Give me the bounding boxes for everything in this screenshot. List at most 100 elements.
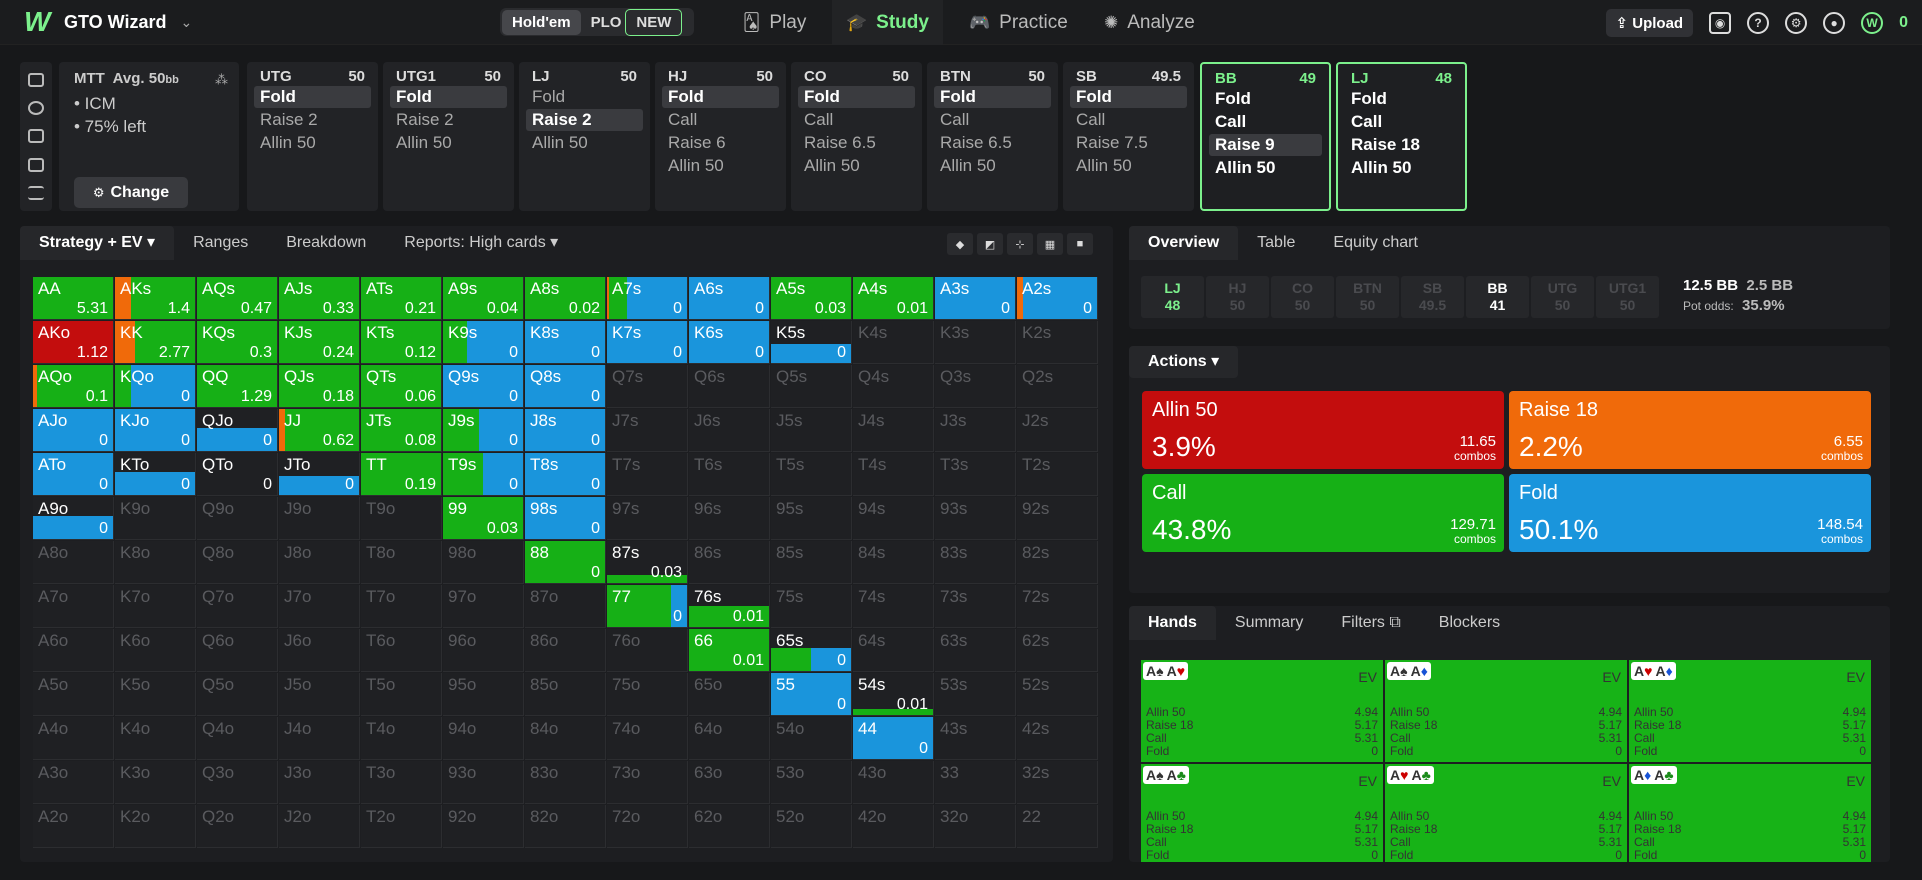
hand-cell[interactable]: 83o bbox=[525, 761, 606, 804]
hand-cell[interactable]: 74s bbox=[853, 585, 934, 628]
position-action[interactable]: Fold bbox=[934, 86, 1051, 108]
tab-reports[interactable]: Reports: High cards ▾ bbox=[385, 226, 577, 260]
hand-cell[interactable]: K6o bbox=[115, 629, 196, 672]
hand-cell[interactable]: K8o bbox=[115, 541, 196, 584]
hand-cell[interactable]: 72s bbox=[1017, 585, 1098, 628]
hand-cell[interactable]: 99 0.03 bbox=[443, 497, 524, 540]
position-action[interactable]: Allin 50 bbox=[1215, 158, 1276, 177]
hand-cell[interactable]: 98o bbox=[443, 541, 524, 584]
hand-cell[interactable]: JTo 0 bbox=[279, 453, 360, 496]
position-utg1-1[interactable]: UTG1 50 Fold Raise 2 Allin 50 bbox=[383, 62, 514, 211]
hand-cell[interactable]: K3s bbox=[935, 321, 1016, 364]
tab-equity-chart[interactable]: Equity chart bbox=[1333, 234, 1418, 251]
position-action[interactable]: Raise 2 bbox=[526, 109, 643, 131]
seat-utg[interactable]: UTG 50 bbox=[1531, 276, 1594, 318]
hand-cell[interactable]: A8o bbox=[33, 541, 114, 584]
hand-cell[interactable]: T8o bbox=[361, 541, 442, 584]
hand-cell[interactable]: 52o bbox=[771, 805, 852, 848]
hand-cell[interactable]: 62o bbox=[689, 805, 770, 848]
plo-toggle[interactable]: PLO NEW bbox=[581, 8, 693, 36]
position-action[interactable]: Fold bbox=[798, 86, 915, 108]
hand-cell[interactable]: 42s bbox=[1017, 717, 1098, 760]
tab-filters[interactable]: Filters ⧉ bbox=[1322, 606, 1419, 640]
nav-play[interactable]: 🂡 Play bbox=[729, 0, 820, 45]
hand-cell[interactable]: KTs 0.12 bbox=[361, 321, 442, 364]
position-action[interactable]: Allin 50 bbox=[396, 133, 452, 152]
hand-cell[interactable]: K9s 0 bbox=[443, 321, 524, 364]
seat-hj[interactable]: HJ 50 bbox=[1206, 276, 1269, 318]
hand-cell[interactable]: 88 0 bbox=[525, 541, 606, 584]
hand-cell[interactable]: AKo 1.12 bbox=[33, 321, 114, 364]
hand-cell[interactable]: A4s 0.01 bbox=[853, 277, 934, 320]
hand-combo-card[interactable]: A♠ A♦ EV Allin 50 4.94 Raise 18 5.17 Call 5.31 Fo… bbox=[1385, 660, 1627, 762]
hand-cell[interactable]: 63o bbox=[689, 761, 770, 804]
hand-cell[interactable]: T7s bbox=[607, 453, 688, 496]
hand-cell[interactable]: K9o bbox=[115, 497, 196, 540]
tab-ranges[interactable]: Ranges bbox=[174, 226, 267, 260]
view-split-icon[interactable]: ◩ bbox=[977, 233, 1003, 255]
action-allin-50[interactable]: Allin 50 3.9% 11.65 combos bbox=[1142, 391, 1504, 469]
hand-cell[interactable]: 95o bbox=[443, 673, 524, 716]
hand-cell[interactable]: J6s bbox=[689, 409, 770, 452]
position-action[interactable]: Call bbox=[1215, 112, 1247, 131]
gto-wizard-logo[interactable]: W bbox=[24, 6, 51, 37]
hand-cell[interactable]: ATo 0 bbox=[33, 453, 114, 496]
hand-cell[interactable]: T2o bbox=[361, 805, 442, 848]
hand-cell[interactable]: 83s bbox=[935, 541, 1016, 584]
hand-cell[interactable]: J9o bbox=[279, 497, 360, 540]
position-action[interactable]: Allin 50 bbox=[260, 133, 316, 152]
chevron-down-icon[interactable]: ⌄ bbox=[180, 13, 193, 30]
hand-cell[interactable]: J7o bbox=[279, 585, 360, 628]
hand-cell[interactable]: T7o bbox=[361, 585, 442, 628]
hand-cell[interactable]: 33 bbox=[935, 761, 1016, 804]
collapse-icon[interactable] bbox=[28, 185, 44, 200]
hand-cell[interactable]: 94o bbox=[443, 717, 524, 760]
hand-cell[interactable]: 96s bbox=[689, 497, 770, 540]
position-lj-8[interactable]: LJ 48 Fold Call Raise 18 Allin 50 bbox=[1336, 62, 1467, 211]
bookmark-icon[interactable] bbox=[28, 73, 44, 88]
hand-cell[interactable]: 86o bbox=[525, 629, 606, 672]
hand-cell[interactable]: 22 bbox=[1017, 805, 1098, 848]
hand-cell[interactable]: 72o bbox=[607, 805, 688, 848]
hand-cell[interactable]: 65s 0 bbox=[771, 629, 852, 672]
hand-cell[interactable]: A9s 0.04 bbox=[443, 277, 524, 320]
tab-table[interactable]: Table bbox=[1257, 234, 1296, 251]
hand-cell[interactable]: 77 0 bbox=[607, 585, 688, 628]
hand-cell[interactable]: A7s 0 bbox=[607, 277, 688, 320]
position-action[interactable]: Allin 50 bbox=[940, 156, 996, 175]
hand-cell[interactable]: TT 0.19 bbox=[361, 453, 442, 496]
hand-cell[interactable]: 73s bbox=[935, 585, 1016, 628]
hand-combo-card[interactable]: A♠ A♥ EV Allin 50 4.94 Raise 18 5.17 Call 5.31 Fo… bbox=[1141, 660, 1383, 762]
position-action[interactable]: Allin 50 bbox=[1076, 156, 1132, 175]
change-button[interactable]: ⚙ Change bbox=[74, 177, 188, 208]
seat-co[interactable]: CO 50 bbox=[1271, 276, 1334, 318]
hand-cell[interactable]: 54o bbox=[771, 717, 852, 760]
hand-cell[interactable]: J4s bbox=[853, 409, 934, 452]
hand-cell[interactable]: Q8s 0 bbox=[525, 365, 606, 408]
hand-cell[interactable]: 85s bbox=[771, 541, 852, 584]
position-action[interactable]: Raise 18 bbox=[1351, 135, 1420, 154]
hand-cell[interactable]: 42o bbox=[853, 805, 934, 848]
coin-icon[interactable]: W bbox=[1861, 11, 1884, 34]
hand-cell[interactable]: 84o bbox=[525, 717, 606, 760]
hand-cell[interactable]: K7o bbox=[115, 585, 196, 628]
hand-cell[interactable]: J6o bbox=[279, 629, 360, 672]
hand-cell[interactable]: K7s 0 bbox=[607, 321, 688, 364]
view-compact-icon[interactable]: ⊹ bbox=[1007, 233, 1033, 255]
position-bb-7[interactable]: BB 49 Fold Call Raise 9 Allin 50 bbox=[1200, 62, 1331, 211]
hand-cell[interactable]: Q2s bbox=[1017, 365, 1098, 408]
gear-icon[interactable]: ⚙ bbox=[1785, 11, 1808, 34]
hand-cell[interactable]: T9o bbox=[361, 497, 442, 540]
hand-cell[interactable]: A4o bbox=[33, 717, 114, 760]
hand-cell[interactable]: T9s 0 bbox=[443, 453, 524, 496]
position-action[interactable]: Raise 2 bbox=[396, 110, 454, 129]
hand-cell[interactable]: 44 0 bbox=[853, 717, 934, 760]
hand-cell[interactable]: 64s bbox=[853, 629, 934, 672]
hand-cell[interactable]: 95s bbox=[771, 497, 852, 540]
tab-hands[interactable]: Hands bbox=[1129, 606, 1216, 640]
hand-cell[interactable]: J2o bbox=[279, 805, 360, 848]
hand-cell[interactable]: J5s bbox=[771, 409, 852, 452]
hand-cell[interactable]: Q7o bbox=[197, 585, 278, 628]
hand-cell[interactable]: 75s bbox=[771, 585, 852, 628]
hand-cell[interactable]: Q3o bbox=[197, 761, 278, 804]
